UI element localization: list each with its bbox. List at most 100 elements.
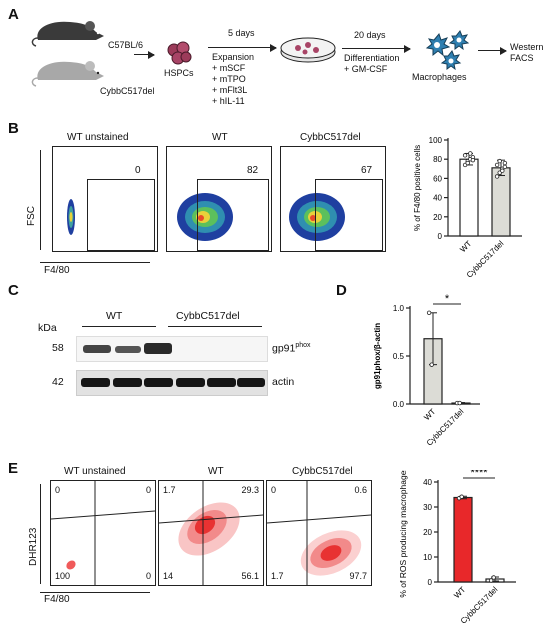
data-point	[494, 162, 500, 168]
flow-e1-title: WT unstained	[64, 466, 126, 477]
y-tick-label: 30	[423, 503, 432, 512]
readout-label: Western FACS	[510, 42, 544, 63]
flow-b2-title: WT	[212, 132, 228, 143]
group-ko-label: CybbC517del	[176, 310, 240, 322]
flow-e3-plot: 0 0.6 1.7 97.7	[266, 480, 372, 586]
flow-b1-title: WT unstained	[67, 132, 129, 143]
x-tick-label: WT	[422, 407, 437, 422]
data-point	[491, 575, 496, 580]
flow-e1-plot: 0 0 100 0	[50, 480, 156, 586]
flow-gate	[197, 179, 269, 251]
blot-band	[81, 378, 110, 387]
y-axis-label: % of F4/80 positive cells	[413, 145, 422, 231]
quadrant-lr: 0	[145, 571, 151, 581]
blot-band	[83, 345, 111, 353]
group-wt-line	[82, 326, 156, 327]
f480-axis-label: F4/80	[44, 265, 70, 276]
bar-wt	[453, 496, 473, 583]
panel-b-letter: B	[8, 120, 19, 137]
blot-band	[144, 378, 173, 387]
panel-e-letter: E	[8, 460, 19, 477]
significance-label: *	[445, 293, 450, 305]
flow-gate	[315, 179, 383, 251]
arrow-icon	[208, 43, 277, 52]
blot-band	[113, 378, 142, 387]
data-point	[457, 400, 462, 406]
step1-time: 5 days	[228, 28, 255, 38]
dhr123-axis-label: DHR123	[28, 527, 39, 566]
y-tick-label: 40	[433, 194, 442, 203]
flow-b2-plot: 82	[166, 146, 272, 252]
data-point	[502, 164, 508, 170]
hspc-cells-icon	[167, 41, 192, 65]
f480-axis	[40, 592, 150, 593]
quadrant-ll: 100	[55, 571, 71, 581]
f480-axis-label: F4/80	[44, 594, 70, 605]
blot-band	[176, 378, 205, 387]
quadrant-ul: 0	[271, 485, 277, 495]
data-point	[426, 310, 432, 315]
hspcs-label: HSPCs	[164, 68, 194, 78]
kda-label: kDa	[38, 322, 57, 334]
quadrant-ul: 0	[55, 485, 61, 495]
blot-band	[207, 378, 236, 387]
culture-dish-icon	[280, 37, 336, 63]
y-tick-label: 40	[423, 478, 432, 487]
quadrant-ur: 29.3	[241, 485, 259, 495]
f480-axis	[40, 262, 150, 263]
macrophage-cells-icon	[425, 30, 470, 71]
significance-label: ****	[470, 470, 488, 479]
y-tick-label: 0.5	[393, 352, 405, 361]
quadrant-ll: 1.7	[271, 571, 284, 581]
quadrant-lr: 56.1	[241, 571, 259, 581]
gate-value: 82	[247, 165, 259, 176]
flow-e3-title: CybbC517del	[292, 466, 353, 477]
grey-mouse-icon	[31, 61, 105, 87]
gp91-label: gp91phox	[272, 342, 311, 355]
arrow-icon	[478, 46, 507, 55]
y-tick-label: 60	[433, 174, 442, 183]
fsc-axis-label: FSC	[26, 206, 37, 226]
data-point	[465, 160, 470, 166]
y-tick-label: 20	[433, 213, 442, 222]
step1-conditions: Expansion + mSCF + mTPO + mFlt3L + hIL-1…	[212, 52, 255, 106]
blot-band	[144, 343, 172, 354]
data-point	[462, 153, 468, 158]
macrophages-label: Macrophages	[412, 72, 467, 82]
y-axis-label: % of ROS producing macrophages	[398, 470, 408, 598]
y-tick-label: 0	[438, 232, 443, 241]
data-point	[494, 174, 500, 179]
fsc-axis	[40, 150, 41, 250]
data-point	[459, 494, 464, 499]
x-tick-label: WT	[458, 239, 473, 254]
quadrant-ul: 1.7	[163, 485, 176, 495]
step2-time: 20 days	[354, 30, 386, 40]
data-point	[502, 160, 508, 166]
actin-label: actin	[272, 376, 295, 388]
blot-actin	[76, 370, 268, 396]
data-point	[500, 168, 505, 173]
mouse-ko-label: CybbC517del	[100, 86, 155, 96]
x-tick-label: WT	[452, 585, 467, 600]
quadrant-lr: 97.7	[349, 571, 367, 581]
data-point	[497, 158, 502, 164]
data-point	[470, 157, 476, 163]
mouse-wt-label: C57BL/6	[108, 40, 144, 50]
flow-b3-plot: 67	[280, 146, 386, 252]
y-axis-label: gp91phox/β-actin	[373, 323, 382, 389]
y-tick-label: 0.0	[393, 400, 405, 409]
blot-band	[115, 346, 141, 353]
data-point	[429, 362, 434, 367]
quadrant-ur: 0.6	[354, 485, 367, 495]
group-ko-line	[168, 326, 262, 327]
y-tick-label: 80	[433, 155, 442, 164]
chart-e: 0 10 20 30 40 % of ROS producing macrophages W…	[398, 470, 516, 626]
flow-e2-plot: 1.7 29.3 14 56.1	[158, 480, 264, 586]
flow-gate	[87, 179, 155, 251]
gate-value: 67	[361, 165, 373, 176]
flow-b3-title: CybbC517del	[300, 132, 361, 143]
quadrant-ll: 14	[163, 571, 174, 581]
step2-conditions: Differentiation + GM-CSF	[344, 53, 400, 74]
